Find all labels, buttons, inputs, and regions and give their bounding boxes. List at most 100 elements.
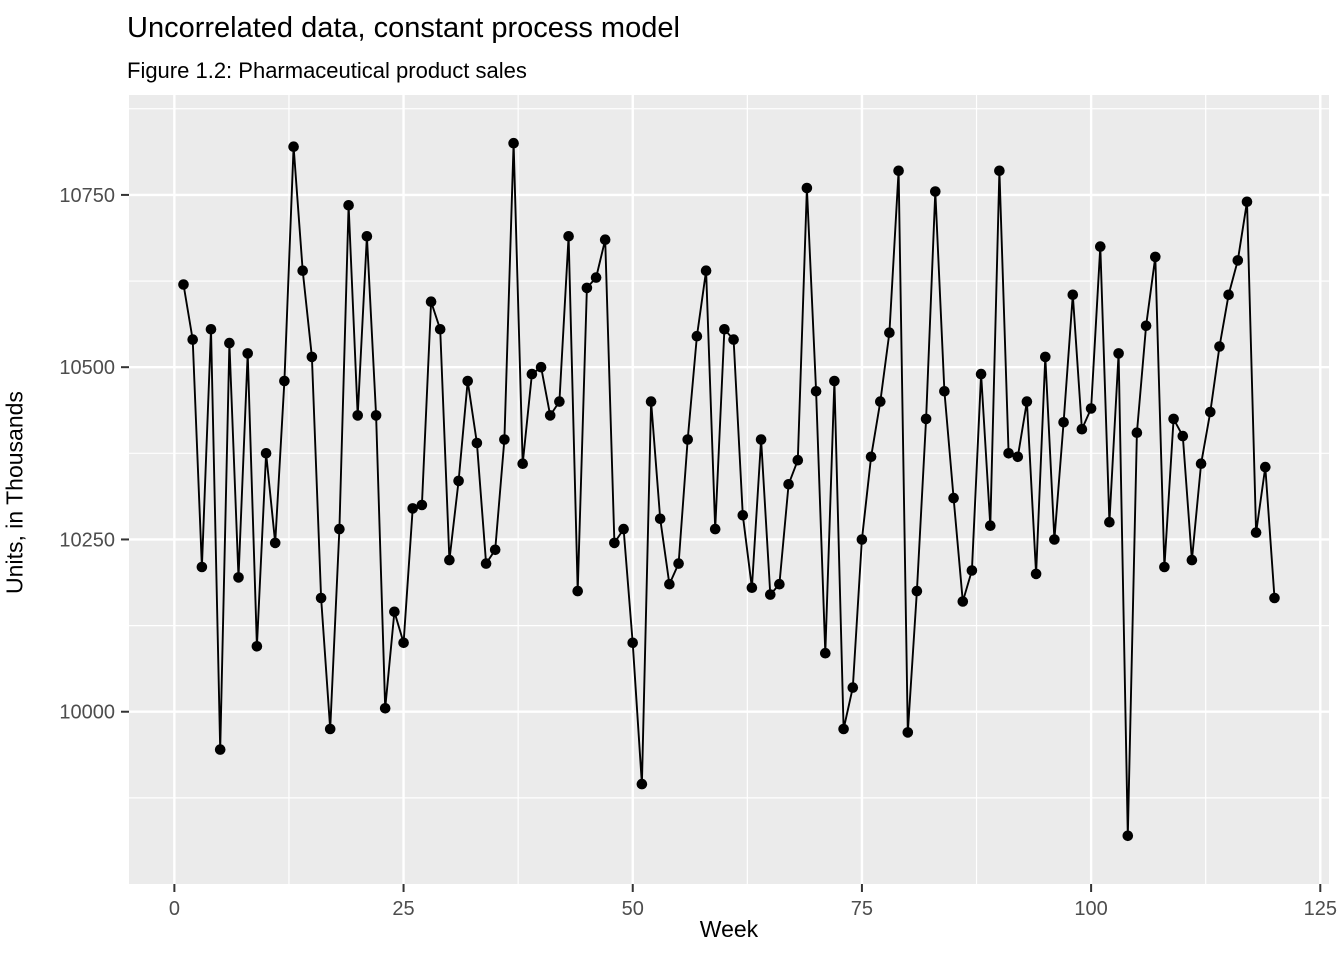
data-point [820, 647, 831, 659]
data-point [489, 544, 501, 556]
data-point [1223, 289, 1234, 301]
data-point [1159, 561, 1170, 573]
data-point [297, 265, 309, 277]
data-point [755, 434, 767, 445]
data-point [590, 272, 602, 283]
x-tick-label: 0 [169, 898, 180, 920]
data-point [324, 723, 336, 735]
data-point [444, 554, 455, 566]
data-point [269, 537, 281, 549]
data-point [728, 334, 739, 345]
data-point [214, 744, 226, 755]
data-point [398, 637, 409, 649]
data-point [1168, 413, 1179, 425]
data-point [618, 523, 629, 535]
data-point [260, 448, 272, 459]
data-point [765, 589, 776, 600]
data-point [535, 361, 547, 373]
data-point [471, 437, 483, 449]
data-point [187, 334, 198, 345]
data-point [691, 330, 703, 342]
data-point [1003, 448, 1014, 459]
data-point [939, 386, 950, 397]
data-point [1085, 403, 1097, 414]
data-point [957, 596, 969, 607]
data-point [1150, 251, 1161, 263]
x-tick-label: 125 [1304, 898, 1337, 920]
data-point [801, 182, 813, 194]
data-point [370, 410, 382, 421]
data-point [810, 386, 822, 397]
data-point [1021, 396, 1033, 407]
data-point [343, 200, 354, 211]
chart-title: Uncorrelated data, constant process mode… [127, 12, 680, 44]
data-point [930, 186, 941, 197]
data-point [1030, 568, 1042, 580]
data-point [609, 537, 620, 549]
data-point [334, 523, 345, 535]
data-point [1214, 341, 1225, 352]
data-point [975, 368, 987, 380]
data-point [1186, 554, 1198, 566]
data-point [838, 723, 849, 735]
data-point [508, 137, 519, 149]
data-point [1049, 534, 1060, 545]
data-point [1095, 241, 1106, 252]
data-point [1269, 592, 1280, 604]
y-axis-title: Units, in Thousands [1, 391, 28, 594]
data-point [205, 324, 217, 335]
data-point [544, 410, 556, 421]
data-point [389, 606, 400, 618]
data-point [361, 231, 373, 242]
data-point [719, 324, 730, 335]
data-point [453, 475, 464, 487]
data-point [1195, 458, 1207, 470]
data-point [499, 434, 510, 445]
data-point [948, 492, 959, 504]
y-tick-label: 10000 [59, 702, 115, 724]
data-point [664, 578, 675, 590]
x-axis-title: Week [699, 916, 759, 942]
data-point [709, 523, 721, 535]
data-point [251, 641, 263, 652]
data-point [700, 265, 712, 277]
y-tick-label: 10750 [59, 185, 115, 207]
data-point [636, 778, 648, 790]
data-point [645, 396, 657, 407]
data-point [581, 282, 593, 294]
data-point [682, 434, 693, 445]
chart-subtitle: Figure 1.2: Pharmaceutical product sales [127, 58, 527, 83]
data-point [1131, 427, 1143, 439]
data-point [654, 513, 666, 525]
data-point [1122, 830, 1134, 842]
data-point [233, 572, 244, 583]
data-point [425, 296, 437, 308]
data-point [783, 479, 794, 490]
data-point [1250, 527, 1262, 538]
data-point [572, 585, 583, 597]
data-point [865, 451, 877, 463]
data-point [847, 682, 859, 693]
data-point [279, 375, 290, 387]
data-point [774, 578, 785, 590]
data-point [352, 410, 364, 421]
data-point [902, 727, 914, 738]
x-tick-label: 75 [851, 898, 873, 920]
data-point [1012, 451, 1024, 463]
data-point [1076, 423, 1088, 435]
axis-tick-marks [121, 193, 1322, 892]
data-point [994, 165, 1005, 177]
data-point [1104, 516, 1115, 528]
data-point [462, 375, 474, 387]
data-point [224, 337, 235, 349]
x-tick-label: 100 [1074, 898, 1107, 920]
data-point [407, 503, 419, 514]
data-point [875, 396, 886, 407]
data-point [1113, 348, 1124, 359]
data-point [1067, 289, 1079, 301]
data-point [884, 327, 895, 339]
data-point [1040, 351, 1051, 363]
data-point [1058, 417, 1069, 428]
